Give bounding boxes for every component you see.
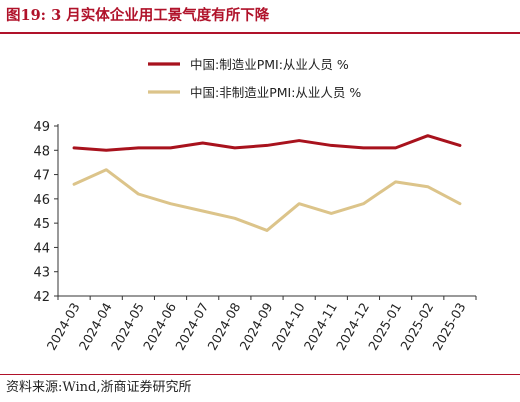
series-group bbox=[72, 134, 462, 232]
series-2-point bbox=[394, 180, 397, 184]
title-divider bbox=[0, 32, 520, 34]
series-2-point bbox=[169, 202, 172, 205]
source-divider bbox=[0, 374, 520, 375]
legend-label-2: 中国:非制造业PMI:从业人员 % bbox=[190, 85, 361, 100]
y-tick-label: 43 bbox=[33, 266, 50, 281]
series-1-point bbox=[233, 146, 237, 150]
series-2-point bbox=[265, 229, 269, 232]
series-1-point bbox=[201, 141, 204, 145]
legend-label-1: 中国:制造业PMI:从业人员 % bbox=[190, 57, 349, 72]
series-1-point bbox=[297, 139, 301, 142]
chart-legend: 中国:制造业PMI:从业人员 % 中国:非制造业PMI:从业人员 % bbox=[148, 57, 361, 100]
x-axis: 2024-032024-042024-052024-062024-072024-… bbox=[44, 295, 477, 353]
series-2-point bbox=[297, 202, 301, 205]
series-line-2 bbox=[72, 168, 462, 232]
y-tick-label: 44 bbox=[33, 241, 50, 256]
series-2-point bbox=[137, 192, 140, 196]
series-2-point bbox=[330, 212, 333, 215]
series-1-point bbox=[105, 149, 108, 152]
series-1-point bbox=[72, 146, 76, 150]
y-tick-label: 46 bbox=[33, 193, 50, 208]
series-2-point bbox=[458, 202, 462, 205]
series-1-point bbox=[330, 144, 333, 147]
line-chart: 中国:制造业PMI:从业人员 % 中国:非制造业PMI:从业人员 % 42 43 44… bbox=[33, 57, 477, 353]
series-1-point bbox=[169, 146, 172, 150]
source-note: 资料来源:Wind,浙商证券研究所 bbox=[6, 380, 192, 395]
y-tick-label: 42 bbox=[33, 290, 50, 305]
series-2-point bbox=[201, 209, 204, 213]
y-tick-label: 47 bbox=[33, 169, 50, 184]
y-tick-label: 45 bbox=[33, 217, 50, 232]
y-axis: 42 43 44 45 46 47 48 49 bbox=[33, 120, 59, 305]
y-tick-label: 49 bbox=[33, 120, 50, 135]
series-2-point bbox=[72, 183, 76, 186]
series-2-point bbox=[426, 185, 429, 188]
series-2-point bbox=[362, 202, 365, 205]
series-1-point bbox=[265, 144, 269, 147]
series-1-point bbox=[362, 146, 365, 150]
series-2-point bbox=[233, 217, 237, 220]
series-2-point bbox=[105, 168, 108, 171]
series-1-point bbox=[426, 134, 429, 137]
series-1-point bbox=[458, 144, 462, 147]
series-1-point bbox=[137, 146, 140, 150]
figure-title: 图19: 3 月实体企业用工景气度有所下降 bbox=[6, 7, 270, 24]
series-line-1 bbox=[72, 134, 462, 152]
y-tick-label: 48 bbox=[33, 144, 50, 159]
series-1-point bbox=[394, 146, 397, 150]
